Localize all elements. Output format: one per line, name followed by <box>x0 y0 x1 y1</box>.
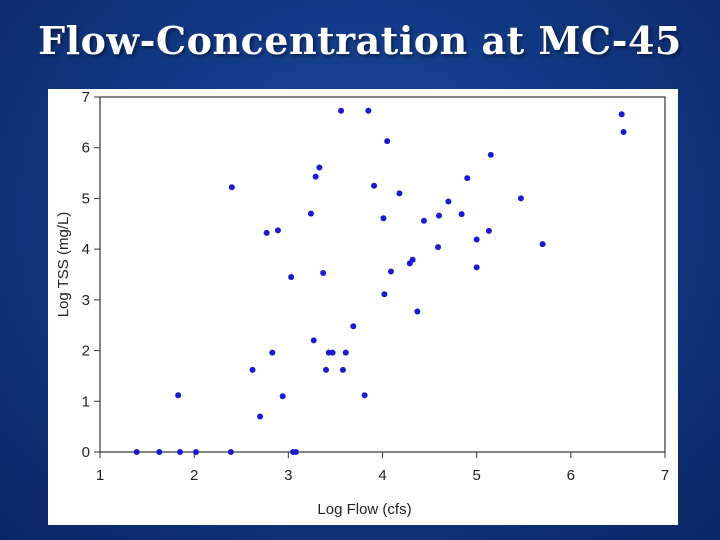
data-point <box>177 449 184 455</box>
data-point <box>329 349 336 356</box>
y-tick-label: 3 <box>82 292 90 309</box>
data-point <box>263 229 270 236</box>
data-point <box>350 323 357 330</box>
y-tick-label: 2 <box>82 343 90 360</box>
data-point <box>175 392 182 399</box>
data-point <box>320 269 327 276</box>
x-tick-label: 3 <box>284 467 292 484</box>
data-point <box>156 449 163 455</box>
data-point <box>365 107 372 114</box>
x-axis-label: Log Flow (cfs) <box>317 501 411 518</box>
data-point <box>435 244 442 251</box>
data-point <box>473 264 480 271</box>
data-point <box>269 349 276 356</box>
data-point <box>342 349 349 356</box>
y-tick-label: 6 <box>82 140 90 157</box>
data-point <box>288 274 295 281</box>
data-point <box>228 184 235 191</box>
data-point <box>487 151 494 158</box>
data-point <box>307 210 314 217</box>
data-point <box>316 164 323 171</box>
plot-frame <box>99 96 666 453</box>
data-point <box>338 107 345 114</box>
x-tick-label: 7 <box>661 467 669 484</box>
data-point <box>323 366 329 373</box>
y-tick-label: 5 <box>82 190 90 207</box>
x-tick-label: 2 <box>190 467 198 484</box>
data-point <box>620 128 627 135</box>
data-point <box>361 392 368 399</box>
data-point <box>274 227 281 234</box>
data-point <box>381 291 388 298</box>
chart-panel: 1 2 3 4 5 6 7 0 1 2 3 4 5 6 7 Log Flow (cfs) Log TSS (mg… <box>48 89 678 525</box>
data-point <box>384 138 391 145</box>
data-point <box>473 236 480 243</box>
data-point <box>279 393 286 400</box>
data-point <box>257 413 264 420</box>
data-point <box>485 227 492 234</box>
y-tick-label: 7 <box>82 89 90 106</box>
data-point <box>464 175 471 182</box>
x-tick-label: 4 <box>378 467 386 484</box>
data-point <box>409 256 416 263</box>
data-point <box>420 217 427 224</box>
data-point <box>227 449 234 455</box>
data-point <box>396 190 403 197</box>
x-tick-label: 5 <box>472 467 480 484</box>
x-tick-label: 6 <box>567 467 575 484</box>
data-point <box>193 449 200 455</box>
data-point <box>133 449 140 455</box>
data-point <box>414 308 421 315</box>
data-point <box>249 366 256 373</box>
data-point <box>312 173 319 180</box>
data-point <box>387 268 394 275</box>
data-point <box>539 241 546 248</box>
data-point <box>458 211 465 218</box>
y-tick-label: 0 <box>82 444 90 461</box>
data-point <box>339 366 346 373</box>
data-point <box>445 198 452 205</box>
data-point <box>436 212 442 219</box>
data-point <box>292 449 299 455</box>
data-point <box>310 337 317 344</box>
y-axis-label: Log TSS (mg/L) <box>55 212 72 318</box>
x-tick-label: 1 <box>96 467 104 484</box>
slide-title: Flow-Concentration at MC-45 <box>38 18 682 63</box>
y-tick-label: 4 <box>82 241 90 258</box>
y-tick-label: 1 <box>82 393 90 410</box>
data-point <box>371 182 378 189</box>
data-point <box>618 111 625 118</box>
data-point <box>380 215 387 222</box>
data-point <box>517 195 524 202</box>
